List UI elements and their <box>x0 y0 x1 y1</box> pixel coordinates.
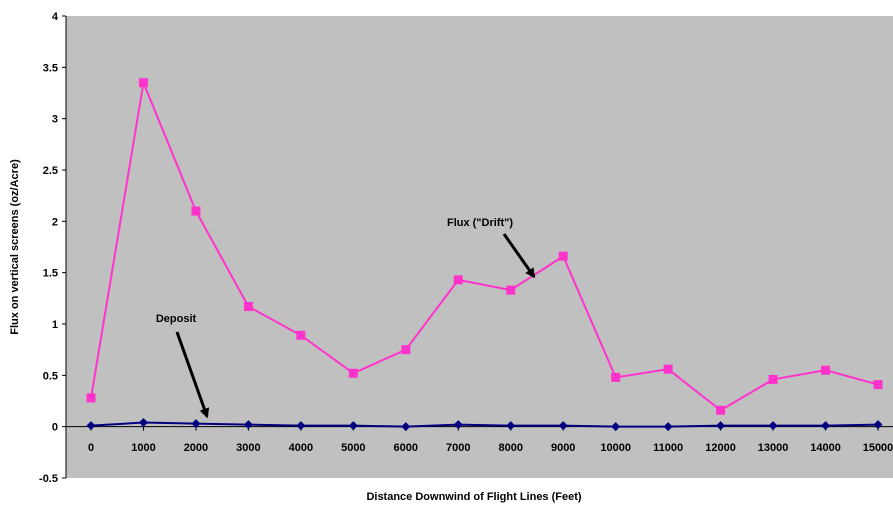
data-point <box>453 275 463 285</box>
data-point <box>506 421 516 431</box>
x-tick-label: 12000 <box>705 442 736 454</box>
data-point <box>243 302 253 312</box>
data-point <box>506 285 516 295</box>
data-point <box>821 421 831 431</box>
data-point <box>138 78 148 88</box>
series-flux-drift <box>86 78 883 415</box>
x-axis-title: Distance Downwind of Flight Lines (Feet) <box>366 491 581 503</box>
annotation-deposit-arrow <box>175 331 210 419</box>
data-point <box>138 418 148 428</box>
data-point <box>821 365 831 375</box>
data-point <box>663 364 673 374</box>
x-tick-label: 5000 <box>341 442 365 454</box>
x-tick-label: 9000 <box>551 442 575 454</box>
data-point <box>611 372 621 382</box>
x-tick-label: 8000 <box>498 442 522 454</box>
data-point <box>191 206 201 216</box>
data-point <box>768 374 778 384</box>
data-point <box>348 421 358 431</box>
data-point <box>768 421 778 431</box>
y-tick-label: 2 <box>52 216 58 228</box>
y-tick-label: -0.5 <box>39 473 58 485</box>
x-tick-label: 6000 <box>394 442 418 454</box>
data-point <box>663 422 673 432</box>
x-tick-label: 15000 <box>863 442 893 454</box>
x-tick-label: 13000 <box>758 442 789 454</box>
x-tick-label: 11000 <box>653 442 683 454</box>
data-point <box>348 368 358 378</box>
data-point <box>716 421 726 431</box>
x-tick-label: 0 <box>88 442 94 454</box>
y-tick-label: 2.5 <box>43 165 58 177</box>
y-tick-label: 3 <box>52 114 58 126</box>
series-deposit <box>86 418 883 432</box>
series-line <box>90 79 879 412</box>
data-point <box>716 405 726 415</box>
y-tick-label: 1.5 <box>43 268 58 280</box>
data-point <box>873 420 883 430</box>
data-point <box>558 251 568 261</box>
data-point <box>86 393 96 403</box>
data-point <box>296 421 306 431</box>
x-tick-label: 14000 <box>810 442 841 454</box>
y-tick-label: 0.5 <box>43 370 58 382</box>
annotation-flux-label: Flux ("Drift") <box>447 217 513 229</box>
y-tick-label: 1 <box>52 319 58 331</box>
x-tick-label: 4000 <box>289 442 313 454</box>
x-tick-label: 7000 <box>446 442 470 454</box>
y-tick-label: 3.5 <box>43 62 58 74</box>
annotation-flux-arrow <box>502 233 536 279</box>
data-point <box>873 380 883 390</box>
x-tick-label: 10000 <box>600 442 631 454</box>
data-point <box>191 419 201 429</box>
x-tick-label: 1000 <box>131 442 155 454</box>
plot-area <box>66 16 893 478</box>
y-tick-label: 4 <box>52 11 59 23</box>
data-point <box>296 330 306 340</box>
y-tick-label: 0 <box>52 422 58 434</box>
data-point <box>453 420 463 430</box>
data-point <box>86 421 96 431</box>
data-point <box>401 422 411 432</box>
data-point <box>401 345 411 355</box>
data-point <box>558 421 568 431</box>
series-line <box>90 421 879 428</box>
annotation-deposit-label: Deposit <box>156 313 197 325</box>
data-point <box>243 420 253 430</box>
x-tick-label: 3000 <box>236 442 260 454</box>
x-tick-label: 2000 <box>184 442 208 454</box>
y-axis-title: Flux on vertical screens (oz/Acre) <box>9 159 21 335</box>
data-point <box>611 422 621 432</box>
